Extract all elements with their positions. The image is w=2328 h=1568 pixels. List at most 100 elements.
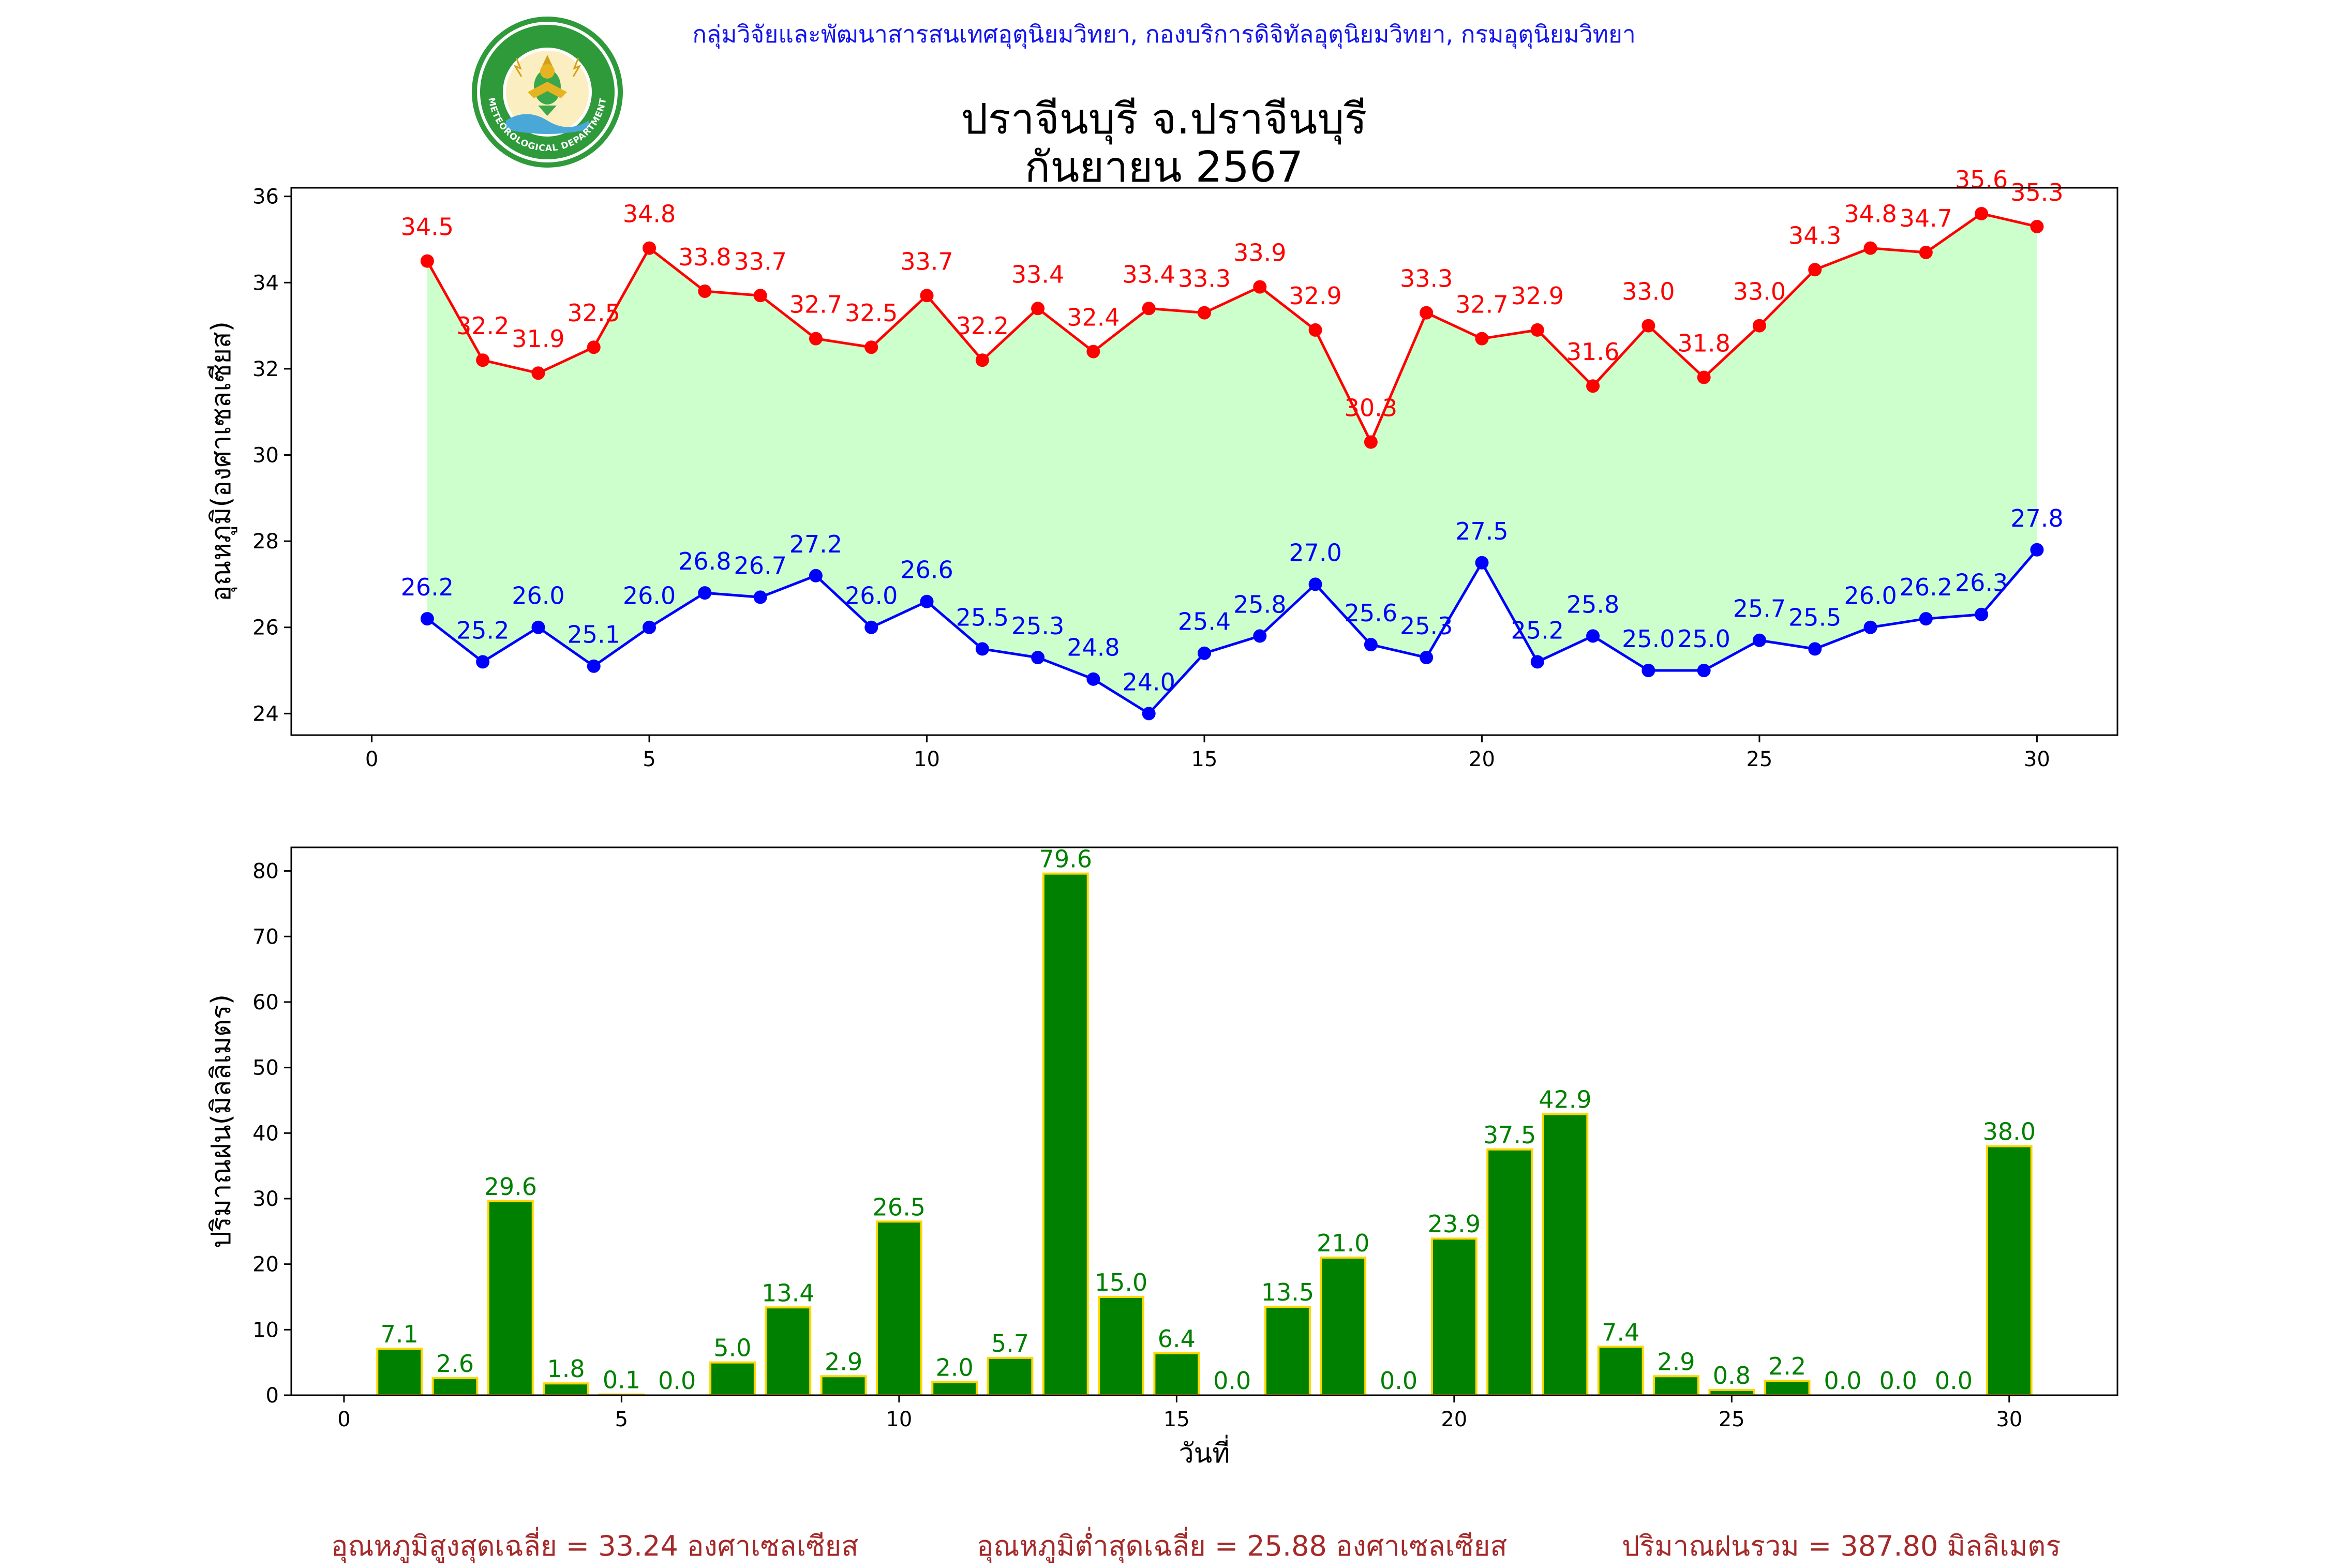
rain-bar: [1597, 1346, 1644, 1396]
rain-bar: [1098, 1295, 1144, 1396]
min-temp-point: [1808, 642, 1822, 656]
x-axis-label: วันที่: [1178, 1435, 1230, 1469]
x-tick-label: 15: [1191, 748, 1218, 771]
max-temp-label: 34.7: [1900, 204, 1952, 232]
max-temp-point: [1975, 206, 1989, 220]
max-temp-point: [1919, 245, 1933, 259]
rain-bar: [1264, 1305, 1311, 1397]
min-temp-label: 25.8: [1566, 590, 1619, 618]
min-temp-point: [2030, 543, 2044, 557]
rain-value-label: 21.0: [1317, 1229, 1369, 1257]
rain-value-label: 15.0: [1095, 1268, 1147, 1296]
min-temp-point: [864, 620, 878, 634]
max-temp-label: 34.8: [623, 200, 676, 228]
min-temp-point: [1975, 607, 1989, 621]
rain-value-label: 0.8: [1713, 1362, 1751, 1390]
y-tick-label: 30: [252, 1187, 279, 1211]
rain-value-label: 23.9: [1428, 1210, 1481, 1238]
min-temp-label: 25.8: [1233, 590, 1286, 618]
min-temp-label: 26.0: [1844, 582, 1897, 610]
rain-value-label: 13.4: [762, 1279, 814, 1307]
min-temp-point: [643, 620, 656, 634]
y-tick-label: 34: [252, 271, 279, 295]
min-temp-label: 25.3: [1400, 612, 1453, 640]
min-temp-point: [531, 620, 545, 634]
min-temp-point: [1031, 651, 1045, 665]
min-temp-point: [1863, 620, 1877, 634]
rain-bar: [1542, 1113, 1589, 1396]
min-temp-point: [1086, 672, 1100, 686]
max-temp-label: 32.5: [845, 299, 898, 327]
x-tick-label: 5: [643, 748, 655, 771]
rain-value-label: 1.8: [547, 1355, 585, 1383]
min-temp-point: [753, 590, 767, 604]
max-temp-label: 32.7: [1455, 291, 1508, 319]
min-temp-point: [1253, 629, 1267, 643]
y-tick-label: 70: [252, 925, 279, 949]
max-temp-point: [1086, 345, 1100, 359]
y-tick-label: 50: [252, 1056, 279, 1080]
min-temp-point: [1752, 633, 1766, 647]
rain-value-label: 6.4: [1158, 1325, 1196, 1353]
min-temp-point: [1697, 664, 1711, 678]
max-temp-point: [1364, 435, 1378, 449]
rain-value-label: 26.5: [873, 1193, 926, 1221]
min-temp-label: 27.2: [789, 530, 842, 558]
max-temp-point: [1420, 306, 1434, 320]
x-tick-label: 10: [886, 1408, 912, 1431]
max-temp-label: 34.3: [1788, 221, 1841, 249]
station-title: ปราจีนบุรี จ.ปราจีนบุรี: [961, 95, 1367, 144]
max-temp-label: 33.7: [734, 247, 786, 275]
x-tick-label: 15: [1163, 1408, 1190, 1431]
rain-bar: [709, 1361, 756, 1396]
min-temp-label: 26.8: [678, 547, 731, 575]
min-temp-label: 25.1: [568, 621, 620, 649]
max-temp-point: [1641, 319, 1655, 333]
y-tick-label: 32: [252, 357, 279, 381]
min-temp-label: 25.4: [1178, 608, 1231, 636]
y-tick-label: 60: [252, 991, 279, 1014]
max-temp-label: 34.5: [401, 213, 454, 241]
max-temp-label: 32.2: [456, 312, 509, 340]
rain-value-label: 2.9: [1657, 1348, 1695, 1376]
min-temp-point: [809, 569, 823, 583]
max-temp-label: 33.4: [1122, 260, 1175, 288]
min-temp-point: [1364, 638, 1378, 652]
rain-value-label: 38.0: [1983, 1118, 2036, 1146]
logo-text-top: กรมอุตุนิยมวิทยา: [470, 14, 584, 19]
max-temp-label: 31.8: [1677, 330, 1730, 357]
min-temp-label: 25.3: [1011, 612, 1064, 640]
max-temp-point: [1530, 323, 1544, 337]
min-temp-label: 25.2: [1511, 616, 1564, 644]
min-temp-point: [420, 612, 434, 626]
min-temp-point: [476, 655, 490, 669]
summary-total-rain: ปริมาณฝนรวม = 387.80 มิลลิเมตร: [1622, 1530, 2061, 1562]
x-tick-label: 5: [615, 1408, 628, 1431]
min-temp-label: 24.8: [1067, 634, 1120, 662]
max-temp-label: 32.5: [568, 299, 620, 327]
rain-bar: [1430, 1237, 1478, 1396]
rain-value-label: 7.1: [381, 1320, 419, 1348]
summary-avg-min: อุณหภูมิต่ำสุดเฉลี่ย = 25.88 องศาเซลเซีย…: [977, 1530, 1508, 1562]
x-tick-label: 0: [337, 1408, 350, 1431]
y-tick-label: 36: [252, 185, 279, 209]
max-temp-point: [531, 366, 545, 380]
max-temp-point: [698, 284, 712, 298]
min-temp-label: 26.3: [1955, 569, 2008, 597]
max-temp-label: 32.9: [1511, 282, 1564, 310]
max-temp-label: 35.3: [2010, 178, 2063, 206]
min-temp-label: 26.2: [1900, 573, 1952, 601]
min-temp-point: [587, 659, 601, 673]
max-temp-point: [753, 289, 767, 303]
rain-value-label: 42.9: [1539, 1086, 1591, 1114]
x-tick-label: 25: [1746, 748, 1772, 771]
period-title: กันยายน 2567: [1024, 143, 1304, 192]
min-temp-point: [698, 586, 712, 600]
min-temp-label: 27.0: [1289, 539, 1341, 566]
rain-bar: [1153, 1352, 1200, 1396]
min-temp-label: 27.5: [1455, 517, 1508, 545]
max-temp-label: 33.3: [1178, 265, 1231, 293]
max-temp-label: 30.3: [1345, 394, 1397, 422]
max-temp-point: [1586, 379, 1600, 393]
x-tick-label: 0: [365, 748, 378, 771]
